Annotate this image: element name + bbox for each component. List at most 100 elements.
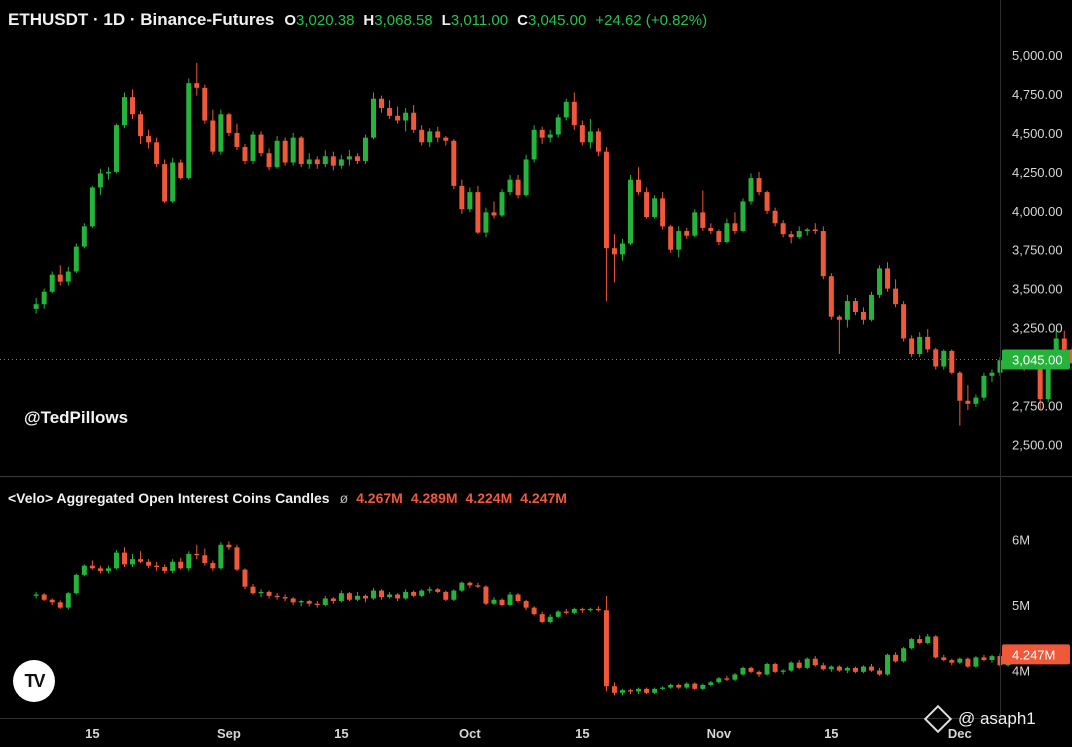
oi-candle[interactable] xyxy=(411,591,417,596)
oi-candle[interactable] xyxy=(917,639,923,643)
price-candle[interactable] xyxy=(555,117,561,135)
oi-candle[interactable] xyxy=(692,683,698,689)
price-candle[interactable] xyxy=(387,108,393,116)
price-candle[interactable] xyxy=(89,187,95,227)
oi-candle[interactable] xyxy=(427,589,433,591)
oi-candle[interactable] xyxy=(113,552,119,569)
oi-candle[interactable] xyxy=(780,670,786,672)
oi-candle[interactable] xyxy=(346,593,352,600)
oi-candle[interactable] xyxy=(370,590,376,599)
oi-candle[interactable] xyxy=(756,671,762,675)
oi-candle[interactable] xyxy=(844,667,850,671)
oi-candle[interactable] xyxy=(387,594,393,598)
price-candle[interactable] xyxy=(909,338,915,355)
oi-candle[interactable] xyxy=(403,591,409,599)
price-candle[interactable] xyxy=(210,120,216,152)
price-candle[interactable] xyxy=(322,156,328,165)
price-candle[interactable] xyxy=(467,192,473,210)
oi-candle[interactable] xyxy=(579,608,585,611)
price-candle[interactable] xyxy=(732,223,738,232)
oi-candle[interactable] xyxy=(41,594,47,600)
oi-candle[interactable] xyxy=(202,555,208,564)
price-candle[interactable] xyxy=(523,159,529,196)
price-candle[interactable] xyxy=(611,248,617,255)
price-candle[interactable] xyxy=(459,185,465,210)
oi-candle[interactable] xyxy=(266,591,272,596)
price-candle[interactable] xyxy=(531,129,537,160)
price-candle[interactable] xyxy=(965,400,971,404)
price-candle[interactable] xyxy=(636,179,642,193)
oi-candle[interactable] xyxy=(716,678,722,683)
indicator-legend[interactable]: <Velo> Aggregated Open Interest Coins Ca… xyxy=(8,488,575,508)
oi-candle[interactable] xyxy=(523,601,529,608)
oi-candle[interactable] xyxy=(684,683,690,688)
oi-candle[interactable] xyxy=(547,616,553,623)
oi-candle[interactable] xyxy=(435,589,441,592)
price-candle[interactable] xyxy=(748,178,754,202)
oi-candle[interactable] xyxy=(178,561,184,569)
price-candle[interactable] xyxy=(218,114,224,152)
oi-candle[interactable] xyxy=(81,565,87,575)
price-candle[interactable] xyxy=(724,223,730,242)
oi-candle[interactable] xyxy=(306,601,312,604)
price-candle[interactable] xyxy=(194,83,200,88)
price-candle[interactable] xyxy=(772,210,778,224)
oi-candle[interactable] xyxy=(700,684,706,689)
oi-candle[interactable] xyxy=(379,590,385,598)
oi-candle[interactable] xyxy=(957,658,963,663)
price-candle[interactable] xyxy=(885,268,891,289)
price-candle[interactable] xyxy=(419,129,425,143)
oi-candle[interactable] xyxy=(97,568,103,571)
oi-candle[interactable] xyxy=(298,601,304,603)
oi-candle[interactable] xyxy=(105,568,111,571)
price-candle[interactable] xyxy=(981,375,987,398)
price-candle[interactable] xyxy=(1053,338,1059,361)
price-candle[interactable] xyxy=(539,129,545,138)
oi-candle[interactable] xyxy=(186,553,192,569)
oi-candle[interactable] xyxy=(491,599,497,604)
price-candle[interactable] xyxy=(403,112,409,121)
price-candle[interactable] xyxy=(130,97,136,115)
price-candle[interactable] xyxy=(138,114,144,137)
price-candle[interactable] xyxy=(676,231,682,250)
oi-candle[interactable] xyxy=(676,684,682,688)
price-candle[interactable] xyxy=(660,198,666,227)
price-candle[interactable] xyxy=(788,234,794,238)
price-candle[interactable] xyxy=(571,101,577,126)
price-candle[interactable] xyxy=(266,153,272,168)
price-candle[interactable] xyxy=(282,140,288,163)
price-candle[interactable] xyxy=(427,131,433,143)
oi-candle[interactable] xyxy=(154,565,160,567)
oi-candle[interactable] xyxy=(515,594,521,602)
price-candle[interactable] xyxy=(957,372,963,401)
oi-candle[interactable] xyxy=(708,682,714,685)
price-candle[interactable] xyxy=(925,336,931,350)
oi-candle[interactable] xyxy=(33,594,39,596)
oi-candle[interactable] xyxy=(146,561,152,566)
price-candle[interactable] xyxy=(780,223,786,235)
price-candle[interactable] xyxy=(499,192,505,216)
price-candle[interactable] xyxy=(354,156,360,161)
oi-candle[interactable] xyxy=(555,611,561,617)
price-candle[interactable] xyxy=(113,125,119,172)
price-candle[interactable] xyxy=(1037,364,1043,400)
price-candle[interactable] xyxy=(644,192,650,218)
oi-candle[interactable] xyxy=(121,552,127,565)
price-candle[interactable] xyxy=(250,134,256,161)
price-candle[interactable] xyxy=(933,349,939,367)
oi-candle[interactable] xyxy=(619,690,625,693)
oi-candle[interactable] xyxy=(419,590,425,596)
price-candle[interactable] xyxy=(563,101,569,118)
price-candle[interactable] xyxy=(949,350,955,373)
oi-candle[interactable] xyxy=(933,636,939,658)
price-candle[interactable] xyxy=(692,212,698,236)
oi-candle[interactable] xyxy=(949,660,955,663)
oi-candle[interactable] xyxy=(250,586,256,594)
price-candle[interactable] xyxy=(362,137,368,161)
price-candle[interactable] xyxy=(33,304,39,309)
price-candle[interactable] xyxy=(97,173,103,188)
oi-candle[interactable] xyxy=(531,607,537,615)
oi-candle[interactable] xyxy=(772,663,778,672)
oi-candle[interactable] xyxy=(668,684,674,688)
